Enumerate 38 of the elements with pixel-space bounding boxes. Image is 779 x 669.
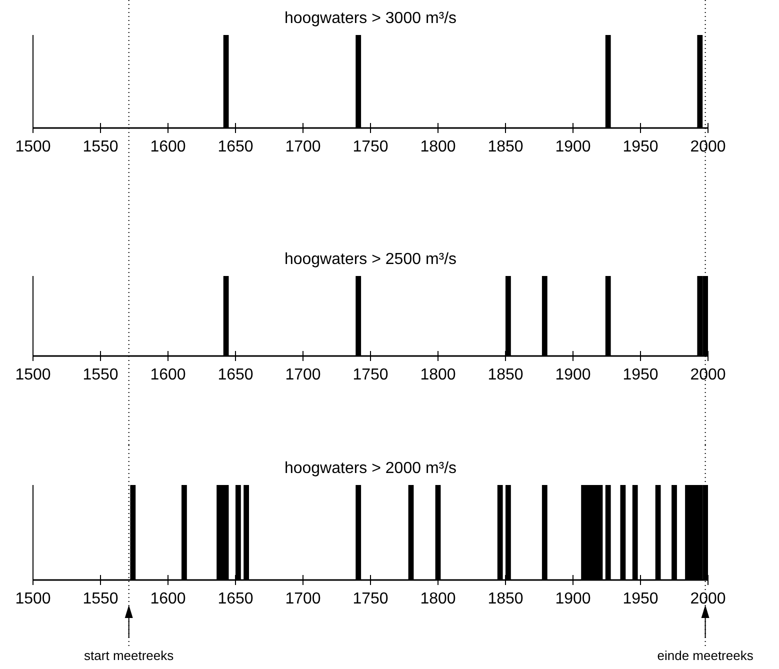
x-tick-label: 2000 — [690, 366, 726, 384]
x-tick-label: 1750 — [352, 590, 388, 608]
x-tick-label: 1850 — [488, 138, 524, 156]
x-tick-label: 1500 — [15, 366, 51, 384]
x-tick-label: 1800 — [420, 590, 456, 608]
x-tick-label: 1550 — [82, 138, 118, 156]
x-tick-label: 1500 — [15, 138, 51, 156]
x-tick-label: 1650 — [218, 590, 254, 608]
x-tick-label: 1950 — [622, 590, 658, 608]
ref-line-label: start meetreeks — [84, 648, 174, 663]
x-tick-label: 1650 — [218, 366, 254, 384]
x-tick-label: 1950 — [622, 138, 658, 156]
x-tick-label: 1700 — [285, 366, 321, 384]
x-tick-label: 2000 — [690, 590, 726, 608]
x-tick-label: 2000 — [690, 138, 726, 156]
x-tick-label: 1550 — [82, 590, 118, 608]
x-tick-label: 1750 — [352, 366, 388, 384]
x-tick-label: 1800 — [420, 366, 456, 384]
x-tick-label: 1700 — [285, 138, 321, 156]
x-tick-label: 1850 — [488, 366, 524, 384]
x-tick-label: 1700 — [285, 590, 321, 608]
x-tick-label: 1900 — [555, 366, 591, 384]
x-tick-label: 1550 — [82, 366, 118, 384]
x-tick-label: 1650 — [218, 138, 254, 156]
x-tick-label: 1750 — [352, 138, 388, 156]
x-tick-label: 1900 — [555, 590, 591, 608]
x-tick-label: 1600 — [150, 590, 186, 608]
chart-title: hoogwaters > 2000 m³/s — [284, 460, 457, 477]
chart-title: hoogwaters > 3000 m³/s — [284, 10, 457, 27]
x-tick-label: 1900 — [555, 138, 591, 156]
x-tick-label: 1500 — [15, 590, 51, 608]
ref-line-label: einde meetreeks — [657, 648, 754, 663]
x-tick-label: 1600 — [150, 366, 186, 384]
x-tick-label: 1850 — [488, 590, 524, 608]
x-tick-label: 1950 — [622, 366, 658, 384]
x-tick-label: 1800 — [420, 138, 456, 156]
chart-title: hoogwaters > 2500 m³/s — [284, 251, 457, 268]
x-tick-label: 1600 — [150, 138, 186, 156]
